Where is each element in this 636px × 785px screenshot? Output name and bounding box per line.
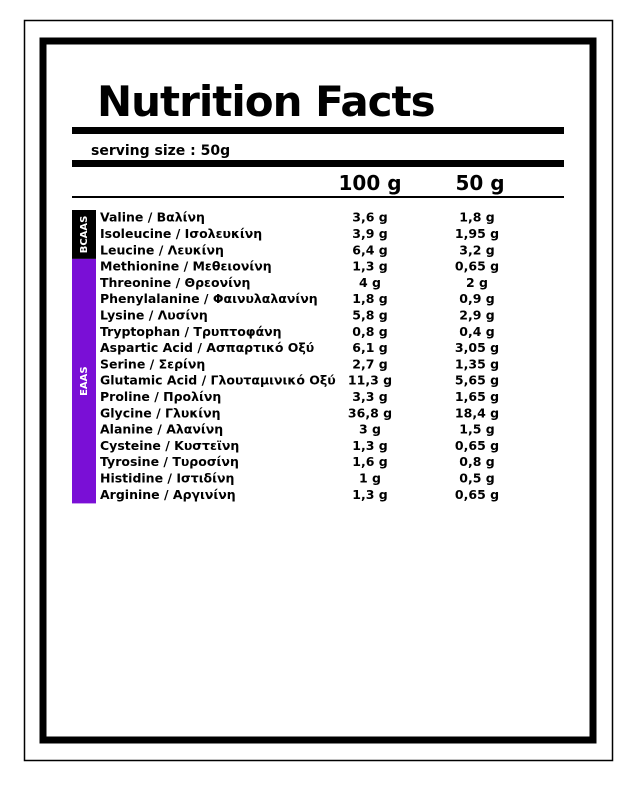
amount-50g: 0,4 g [459, 324, 494, 339]
amount-50g: 1,65 g [455, 389, 499, 404]
amount-50g: 5,65 g [455, 373, 499, 388]
nutrient-name: Lysine / Λυσίνη [100, 307, 208, 322]
inner-border [39, 37, 597, 744]
amount-100g: 1,8 g [352, 291, 387, 306]
rule [72, 127, 564, 134]
serving-size: serving size : 50g [91, 143, 230, 159]
amount-100g: 11,3 g [348, 373, 392, 388]
amount-50g: 0,5 g [459, 470, 494, 485]
amount-100g: 4 g [359, 275, 381, 290]
rule [72, 160, 564, 167]
outer-border [23, 19, 614, 762]
nutrient-name: Serine / Σερίνη [100, 356, 205, 371]
amount-50g: 1,95 g [455, 226, 499, 241]
amount-50g: 2,9 g [459, 307, 494, 322]
amount-100g: 36,8 g [348, 405, 392, 420]
amount-50g: 3,2 g [459, 242, 494, 257]
amount-100g: 2,7 g [352, 356, 387, 371]
group-bar [72, 210, 96, 259]
amount-100g: 3,6 g [352, 210, 387, 225]
amount-50g: 1,5 g [459, 422, 494, 437]
nutrient-name: Glutamic Acid / Γλουταμινικό Οξύ [100, 373, 336, 388]
nutrient-name: Glycine / Γλυκίνη [100, 405, 221, 420]
nutrient-name: Cysteine / Κυστεϊνη [100, 438, 239, 453]
nutrient-name: Isoleucine / Ισολευκίνη [100, 226, 262, 241]
nutrient-name: Histidine / Ιστιδίνη [100, 470, 234, 485]
nutrient-name: Tryptophan / Τρυπτοφάνη [100, 324, 282, 339]
nutrient-name: Aspartic Acid / Ασπαρτικό Οξύ [100, 340, 314, 355]
amount-50g: 0,65 g [455, 487, 499, 502]
nutrient-name: Alanine / Αλανίνη [100, 422, 223, 437]
nutrient-name: Methionine / Μεθειονίνη [100, 259, 272, 274]
amount-50g: 1,35 g [455, 356, 499, 371]
nutrient-name: Valine / Βαλίνη [100, 210, 205, 225]
group-label: BCAAS [79, 216, 90, 254]
amount-100g: 3,3 g [352, 389, 387, 404]
column-header: 100 g [338, 171, 401, 195]
rule [72, 196, 564, 198]
group-label: EAAS [79, 366, 90, 396]
amount-100g: 1 g [359, 470, 381, 485]
nutrient-name: Phenylalanine / Φαινυλαλανίνη [100, 291, 318, 306]
amount-50g: 2 g [466, 275, 488, 290]
nutrient-name: Tyrosine / Τυροσίνη [100, 454, 239, 469]
amount-50g: 0,65 g [455, 259, 499, 274]
title: Nutrition Facts [97, 77, 435, 126]
amount-50g: 3,05 g [455, 340, 499, 355]
nutrient-name: Threonine / Θρεονίνη [100, 275, 250, 290]
amount-50g: 0,65 g [455, 438, 499, 453]
amount-100g: 1,6 g [352, 454, 387, 469]
amount-100g: 5,8 g [352, 307, 387, 322]
column-header: 50 g [455, 171, 504, 195]
amount-100g: 1,3 g [352, 487, 387, 502]
amount-100g: 6,4 g [352, 242, 387, 257]
amount-100g: 3 g [359, 422, 381, 437]
amount-50g: 0,9 g [459, 291, 494, 306]
amount-100g: 1,3 g [352, 438, 387, 453]
group-bar [72, 258, 96, 504]
nutrient-name: Arginine / Αργινίνη [100, 487, 236, 502]
amount-50g: 1,8 g [459, 210, 494, 225]
amount-100g: 6,1 g [352, 340, 387, 355]
amount-100g: 0,8 g [352, 324, 387, 339]
nutrient-name: Proline / Προλίνη [100, 389, 221, 404]
amount-100g: 1,3 g [352, 259, 387, 274]
nutrient-name: Leucine / Λευκίνη [100, 242, 224, 257]
amount-50g: 18,4 g [455, 405, 499, 420]
amount-100g: 3,9 g [352, 226, 387, 241]
amount-50g: 0,8 g [459, 454, 494, 469]
